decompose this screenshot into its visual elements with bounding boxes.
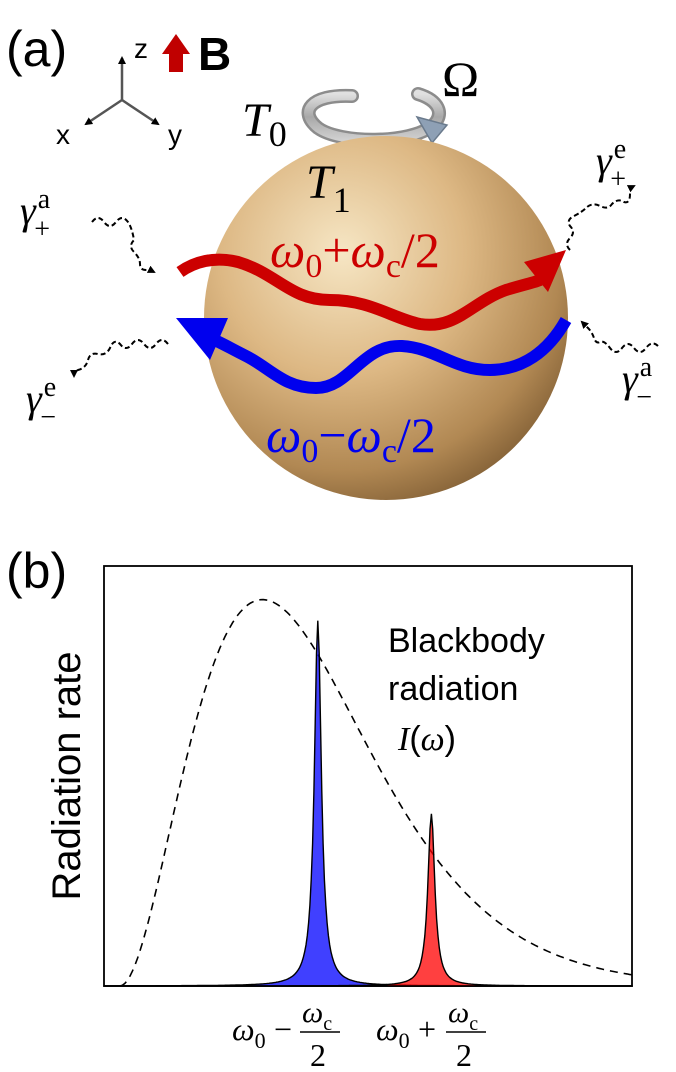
svg-text:ω0: ω0 xyxy=(376,1011,410,1053)
photon-absorb-minus-wave xyxy=(580,320,659,353)
axis-x-label: x xyxy=(56,119,70,150)
rotation-label-omega: Ω xyxy=(442,51,479,107)
temperature-label-t1: T1 xyxy=(306,156,351,220)
field-label-b: B xyxy=(198,28,231,80)
x-tick-label-minus: ω0 − ωc 2 xyxy=(232,996,340,1072)
x-tick-label-plus: ω0 + ωc 2 xyxy=(376,996,486,1072)
gamma-plus-emission-label: γe + xyxy=(596,134,626,195)
gamma-plus-absorption-label: γa + xyxy=(20,184,51,245)
svg-text:ω0: ω0 xyxy=(232,1011,266,1053)
blackbody-curve xyxy=(119,598,633,987)
panel-b-label: (b) xyxy=(6,543,67,599)
plot-area xyxy=(103,598,633,987)
gamma-minus-emission-label: γe − xyxy=(26,372,56,433)
axis-y-label: y xyxy=(168,119,182,150)
svg-text:2: 2 xyxy=(310,1037,326,1072)
y-axis-label: Radiation rate xyxy=(45,651,89,900)
magnetic-field-arrow-icon xyxy=(162,34,190,72)
svg-text:2: 2 xyxy=(456,1037,472,1072)
coordinate-axes xyxy=(84,56,160,126)
svg-text:ωc: ωc xyxy=(448,996,478,1035)
red-mode-wave xyxy=(176,253,543,331)
blue-mode-wave xyxy=(211,316,572,395)
svg-text:+: + xyxy=(418,1011,436,1047)
red-mode-label: ω0+ωc/2 xyxy=(270,222,440,285)
svg-text:ωc: ωc xyxy=(302,996,332,1035)
photon-emit-minus-wave xyxy=(70,339,169,378)
legend-function-label: I(ω) xyxy=(397,720,456,758)
rotation-ring-icon xyxy=(301,87,449,147)
legend-line-2: radiation xyxy=(388,670,518,708)
panel-a-label: (a) xyxy=(6,21,67,77)
plot-frame xyxy=(103,565,633,987)
legend-line-1: Blackbody xyxy=(388,622,545,660)
axis-z-label: z xyxy=(134,33,148,64)
blue-mode-label: ω0−ωc/2 xyxy=(266,407,436,470)
svg-text:−: − xyxy=(274,1011,292,1047)
red-resonance-peak xyxy=(104,813,633,987)
photon-absorb-plus-wave xyxy=(91,217,156,273)
red-mode-arrowhead-icon xyxy=(524,250,566,292)
gamma-minus-absorption-label: γa − xyxy=(622,352,653,413)
photon-emit-plus-wave xyxy=(566,185,636,251)
blue-mode-arrowhead-icon xyxy=(176,318,228,360)
temperature-label-t0: T0 xyxy=(242,94,287,154)
blue-resonance-peak xyxy=(103,620,633,987)
